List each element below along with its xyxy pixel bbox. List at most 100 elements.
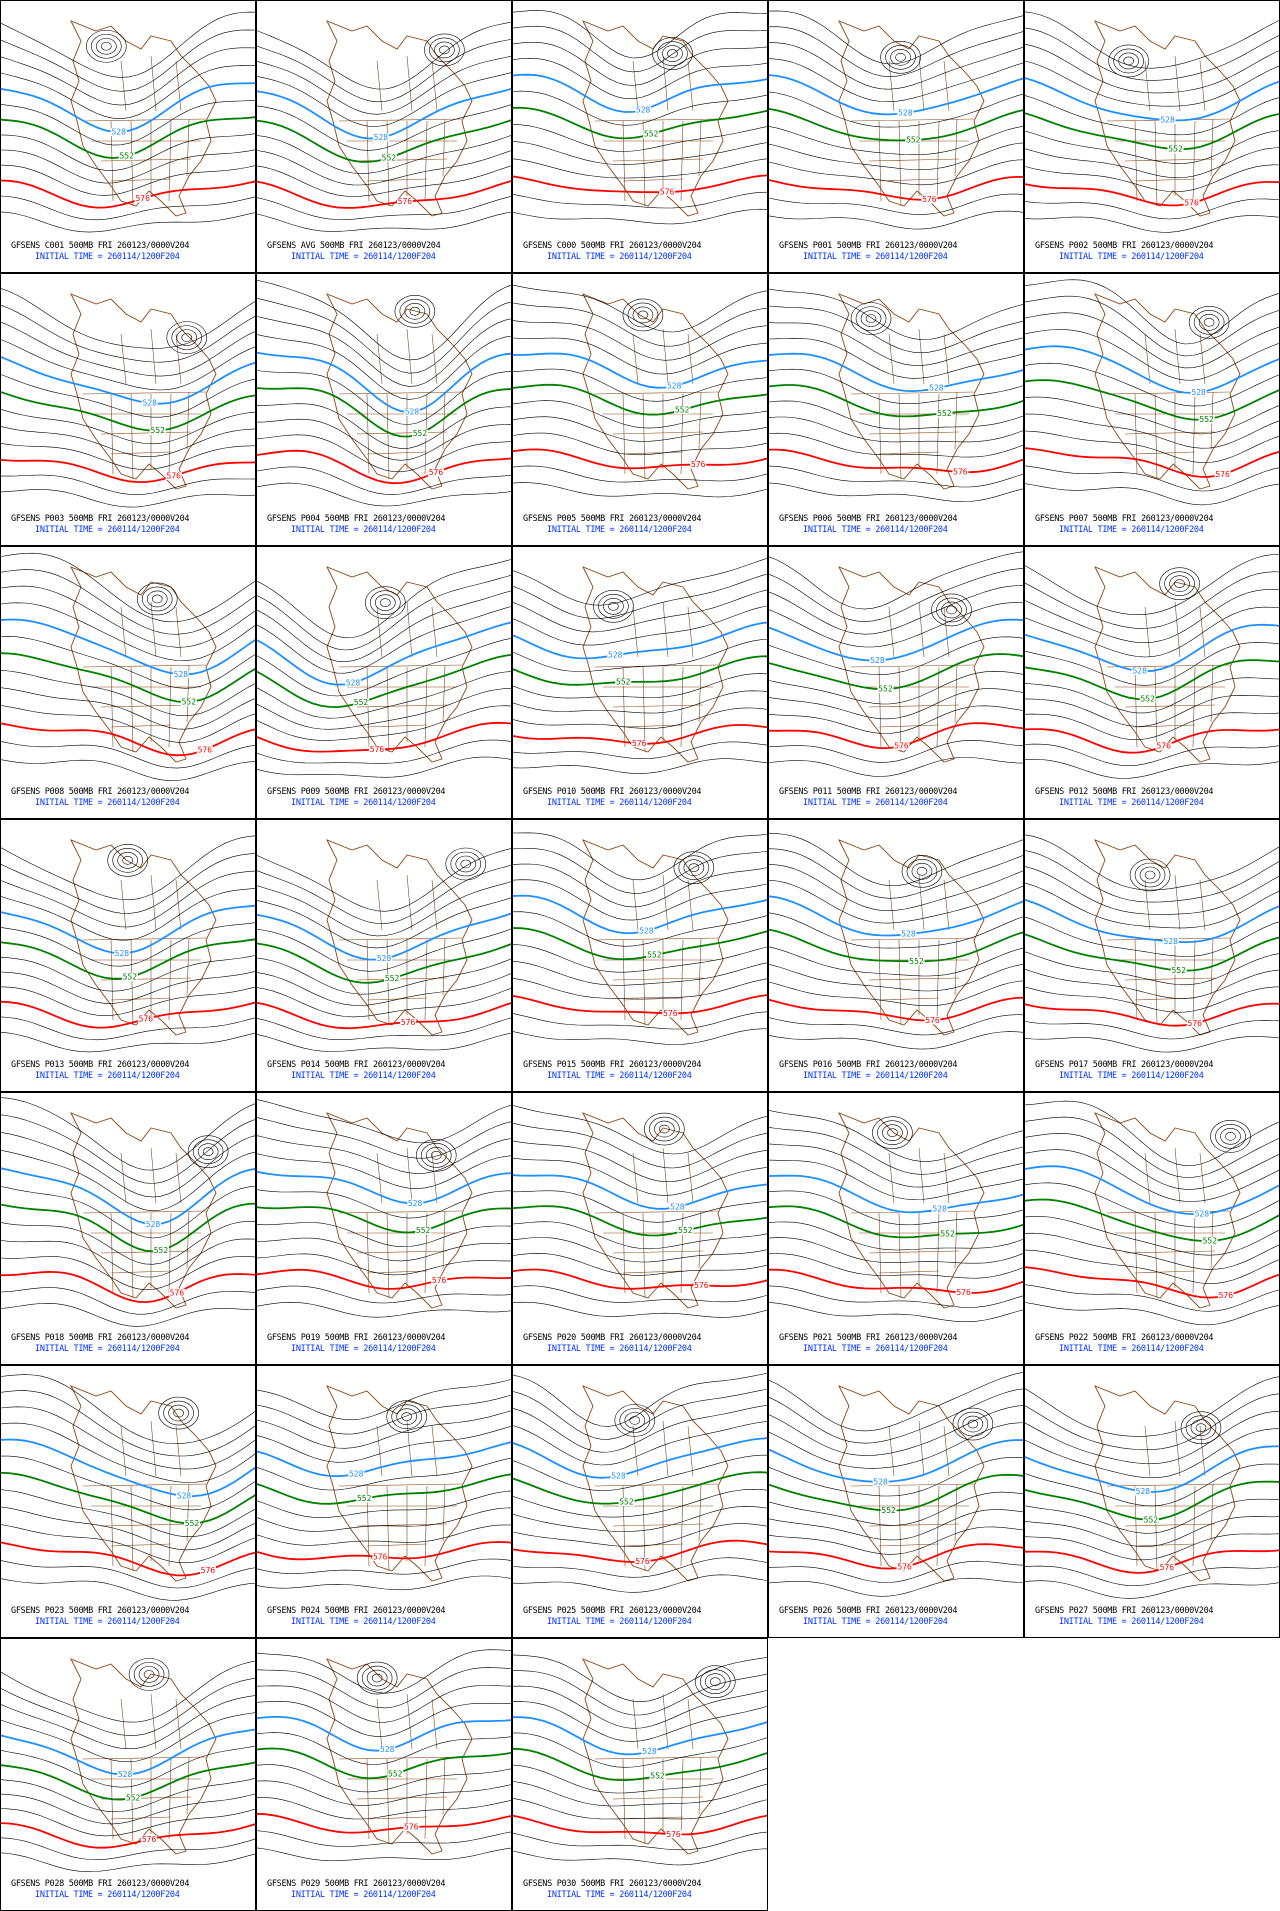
height-contour <box>513 1732 767 1768</box>
height-contour <box>257 881 511 937</box>
height-contour <box>513 1011 767 1030</box>
contour-label: 576 <box>666 1830 681 1839</box>
height-contour <box>257 196 511 220</box>
height-contour <box>257 972 511 1006</box>
closed-low <box>709 1677 721 1687</box>
height-contour <box>1 1852 255 1873</box>
height-contour <box>769 848 1023 899</box>
height-contour <box>1 569 255 635</box>
contour-label: 576 <box>660 188 675 197</box>
height-contour <box>257 897 511 949</box>
height-contour <box>1 29 255 92</box>
coastline <box>326 293 473 490</box>
height-contour <box>1 1185 255 1239</box>
label-bg <box>1217 1291 1234 1300</box>
height-contour <box>257 1379 511 1421</box>
initial-time: INITIAL TIME = 260114/1200F204 <box>803 525 948 535</box>
height-contour <box>1 65 255 120</box>
label-bg <box>1167 145 1184 154</box>
height-contour <box>769 1509 1023 1541</box>
height-contour <box>769 1159 1023 1201</box>
map: 528 552 576 <box>1025 834 1279 1053</box>
height-contour <box>1025 95 1279 136</box>
height-contour-highlight <box>1025 1445 1279 1493</box>
height-contour <box>513 1140 767 1183</box>
height-contour-highlight <box>513 621 767 660</box>
height-contour <box>513 1301 767 1318</box>
height-contour <box>1 1374 255 1445</box>
height-contour <box>257 1032 511 1052</box>
height-contour <box>257 334 511 400</box>
closed-low <box>143 1670 155 1679</box>
closed-low <box>455 855 477 873</box>
label-bg <box>152 1246 169 1255</box>
height-contour <box>769 1110 1023 1162</box>
height-contour <box>1025 1580 1279 1599</box>
label-bg <box>872 1477 889 1486</box>
height-contour <box>513 1373 767 1427</box>
height-contour-highlight <box>1 1167 255 1226</box>
height-contour <box>1 705 255 743</box>
closed-low <box>375 594 396 611</box>
closed-low <box>872 1116 913 1149</box>
height-contour <box>513 191 767 209</box>
label-bg <box>666 382 683 391</box>
height-contour <box>1 1150 255 1212</box>
closed-low <box>946 605 957 615</box>
height-contour-highlight <box>1 652 255 704</box>
closed-low <box>962 1415 984 1433</box>
height-contour <box>513 1237 767 1263</box>
coastline <box>326 20 473 217</box>
height-contour <box>513 1523 767 1548</box>
height-contour <box>513 302 767 347</box>
contour-label: 528 <box>611 1471 626 1480</box>
label-bg <box>118 152 135 161</box>
coastline <box>326 566 473 763</box>
contour-label: 552 <box>413 429 428 438</box>
label-bg <box>893 741 910 750</box>
height-contour <box>1 1793 255 1825</box>
contour-label: 528 <box>1160 116 1175 125</box>
height-contour <box>513 482 767 498</box>
height-contour <box>769 832 1023 887</box>
height-contour-highlight <box>513 1437 767 1479</box>
closed-low <box>895 52 906 62</box>
height-contour <box>257 1667 511 1709</box>
height-contour <box>1 602 255 662</box>
contour-label: 576 <box>198 745 213 754</box>
height-contour <box>257 1524 511 1546</box>
panel-title: GFSENS P025 500MB FRI 260123/0000V204 <box>523 1606 702 1616</box>
borders <box>82 874 207 1026</box>
height-contour <box>1 1489 255 1537</box>
closed-low <box>629 1416 641 1425</box>
label-bg <box>877 685 894 694</box>
height-contour <box>1025 969 1279 999</box>
height-contour <box>513 1105 767 1155</box>
panel-title: GFSENS P020 500MB FRI 260123/0000V204 <box>523 1333 702 1343</box>
contour-label: 552 <box>185 1519 200 1528</box>
height-contour <box>513 1685 767 1729</box>
height-contour <box>1 1114 255 1184</box>
map: 528 552 576 <box>513 1105 767 1318</box>
contour-label: 576 <box>1160 1563 1175 1572</box>
label-bg <box>431 1276 448 1285</box>
contour-label: 528 <box>636 105 651 114</box>
height-contour <box>1 971 255 1004</box>
height-contour-highlight <box>513 1268 767 1290</box>
height-contour <box>1025 198 1279 220</box>
borders <box>594 1147 719 1299</box>
height-contour-highlight <box>1025 933 1279 972</box>
closed-low <box>652 37 693 70</box>
map: 528 552 576 <box>769 1372 1023 1597</box>
label-bg <box>939 1230 956 1239</box>
map: 528 552 576 <box>1 552 255 781</box>
coastline <box>838 1385 985 1582</box>
height-contour <box>769 126 1023 156</box>
closed-low <box>952 1407 994 1441</box>
height-contour <box>513 707 767 729</box>
height-contour-highlight <box>1025 898 1279 944</box>
borders <box>850 55 975 207</box>
height-contour <box>1025 986 1279 1013</box>
coastline <box>582 839 729 1036</box>
height-contour <box>769 1388 1023 1444</box>
